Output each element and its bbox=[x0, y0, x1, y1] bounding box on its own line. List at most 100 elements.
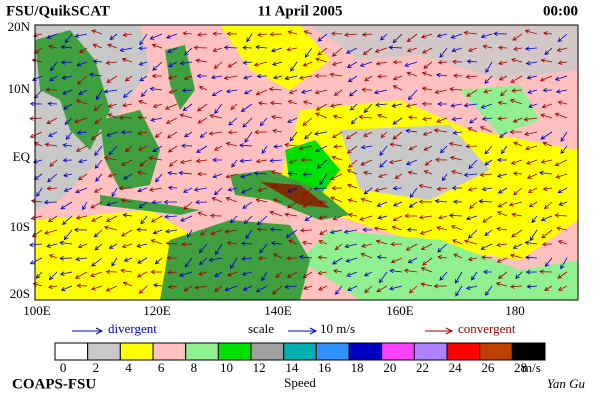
wind-arrow bbox=[361, 32, 373, 37]
wind-arrow bbox=[226, 240, 238, 246]
wind-arrow bbox=[359, 215, 373, 221]
wind-arrow bbox=[302, 271, 313, 279]
wind-arrow bbox=[467, 127, 478, 133]
colorbar: 0 2 4 6 8 10 12 14 16 18 20 22 24 26 28 bbox=[54, 342, 546, 375]
wind-arrow bbox=[485, 285, 493, 296]
wind-arrow bbox=[269, 32, 283, 37]
wind-arrow bbox=[376, 255, 388, 260]
wind-arrow bbox=[525, 60, 538, 66]
wind-arrow bbox=[388, 45, 403, 50]
wind-arrow bbox=[333, 269, 343, 274]
wind-arrow bbox=[451, 59, 463, 65]
wind-arrow bbox=[124, 145, 133, 153]
wind-arrow bbox=[149, 86, 163, 92]
wind-arrow bbox=[62, 157, 73, 163]
wind-arrow bbox=[229, 215, 238, 224]
wind-arrow bbox=[186, 229, 193, 238]
wind-arrow bbox=[208, 131, 223, 136]
wind-arrow bbox=[167, 47, 178, 53]
wind-arrow bbox=[275, 271, 283, 279]
wind-arrow bbox=[482, 44, 493, 49]
wind-arrow bbox=[452, 199, 463, 205]
wind-arrow bbox=[468, 229, 478, 239]
wind-arrow bbox=[244, 131, 253, 143]
wind-arrow bbox=[62, 143, 73, 148]
wind-arrow bbox=[409, 187, 418, 198]
wind-arrow bbox=[255, 198, 268, 203]
wind-arrow bbox=[108, 243, 118, 249]
lat-label: 20S bbox=[10, 286, 30, 301]
wind-arrow bbox=[269, 227, 283, 232]
wind-arrow bbox=[510, 159, 523, 165]
wind-arrow bbox=[103, 155, 118, 161]
wind-arrow bbox=[497, 201, 508, 208]
wind-arrow bbox=[92, 59, 103, 64]
wind-arrow bbox=[332, 114, 343, 119]
wind-arrow bbox=[243, 215, 253, 225]
wind-arrow bbox=[454, 271, 463, 284]
wind-arrow bbox=[107, 173, 118, 178]
wind-arrow bbox=[392, 75, 403, 81]
wind-arrow bbox=[155, 173, 163, 183]
wind-arrow bbox=[344, 32, 358, 37]
wind-arrow bbox=[152, 229, 163, 235]
wind-arrow bbox=[246, 33, 253, 43]
wind-arrow bbox=[245, 229, 253, 240]
wind-arrow bbox=[241, 271, 253, 276]
wind-arrow bbox=[380, 131, 388, 139]
wind-arrow bbox=[91, 29, 103, 35]
wind-arrow bbox=[403, 268, 418, 274]
land-high bbox=[260, 182, 330, 208]
legend-scale: scale bbox=[248, 321, 274, 336]
wind-arrow bbox=[560, 257, 568, 270]
wind-arrow bbox=[392, 215, 403, 221]
wind-arrow bbox=[329, 229, 343, 235]
wind-arrow bbox=[463, 239, 478, 245]
wind-arrow bbox=[167, 171, 178, 176]
wind-arrow bbox=[180, 215, 193, 222]
wind-arrow bbox=[76, 61, 88, 67]
wind-arrow bbox=[437, 60, 448, 65]
wind-arrow bbox=[345, 47, 358, 54]
wind-arrow bbox=[510, 75, 523, 83]
wind-arrow bbox=[392, 33, 403, 44]
wind-arrow bbox=[484, 145, 493, 155]
wind-arrow bbox=[210, 74, 223, 80]
wind-arrow bbox=[149, 33, 163, 40]
wind-arrow bbox=[419, 229, 433, 235]
colorbar-swatch bbox=[119, 342, 154, 361]
wind-arrow bbox=[406, 227, 418, 233]
wind-arrow bbox=[315, 103, 328, 111]
wind-arrow bbox=[485, 61, 493, 74]
wind-arrow bbox=[166, 255, 178, 261]
lon-label: 120E bbox=[143, 303, 171, 318]
wind-arrow bbox=[148, 187, 163, 192]
wind-arrow bbox=[452, 239, 463, 245]
wind-arrow bbox=[451, 116, 463, 122]
wind-arrow bbox=[214, 103, 223, 114]
wind-arrow bbox=[184, 131, 193, 138]
wind-arrow bbox=[509, 129, 522, 135]
wind-arrow bbox=[243, 89, 253, 95]
wind-arrow bbox=[75, 215, 88, 220]
lon-label: 180 bbox=[505, 303, 525, 318]
wind-arrow bbox=[103, 225, 118, 231]
wind-arrow bbox=[441, 173, 448, 182]
wind-arrow bbox=[314, 145, 328, 152]
wind-arrow bbox=[392, 201, 403, 207]
wind-arrow bbox=[319, 229, 328, 235]
wind-arrow bbox=[231, 159, 238, 168]
wind-arrow bbox=[509, 284, 523, 289]
wind-arrow bbox=[168, 159, 178, 167]
wind-arrow bbox=[137, 115, 148, 120]
wind-arrow bbox=[544, 47, 553, 56]
wind-arrow bbox=[358, 114, 373, 120]
wind-arrow bbox=[347, 75, 358, 83]
wind-arrow bbox=[270, 47, 283, 53]
wind-arrow bbox=[511, 58, 523, 63]
wind-arrow bbox=[284, 142, 298, 148]
wind-arrow bbox=[105, 60, 118, 66]
wind-arrow bbox=[526, 159, 538, 165]
wind-arrow bbox=[375, 61, 388, 66]
wind-arrow bbox=[74, 33, 88, 38]
